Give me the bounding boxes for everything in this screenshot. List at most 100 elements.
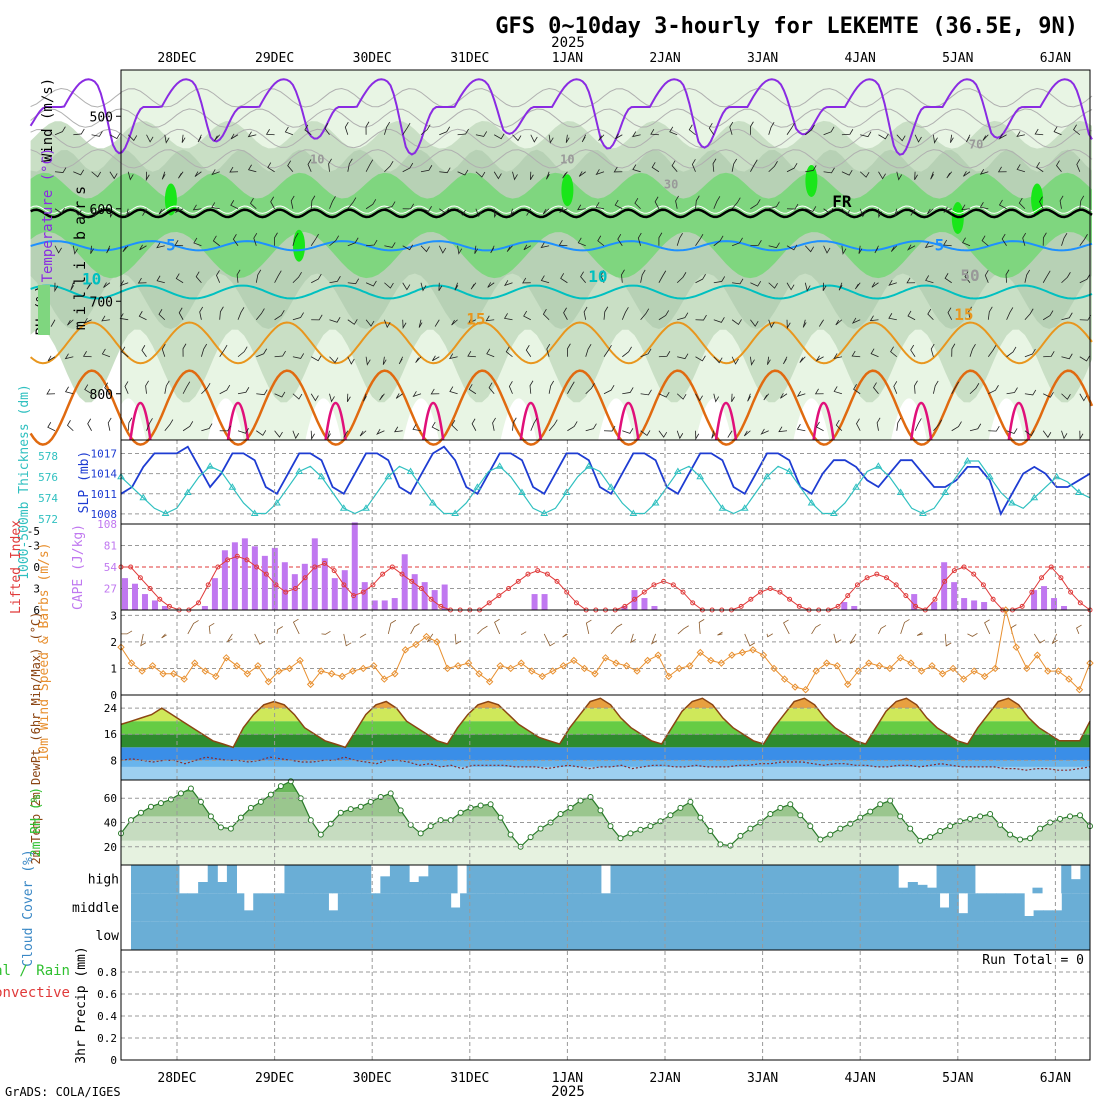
- cape-bar: [851, 606, 858, 610]
- cloud-low-bar: [668, 921, 679, 950]
- wind-barb: [327, 430, 331, 439]
- rh-marker: [1037, 825, 1044, 832]
- wind-barb: [454, 282, 459, 291]
- wind-barb: [951, 421, 962, 432]
- cloud-low-bar: [533, 921, 544, 950]
- cloud-middle-bar: [1061, 893, 1072, 922]
- rh-marker: [1077, 812, 1084, 819]
- wind-barb: [256, 348, 268, 358]
- wind-barb: [415, 356, 422, 363]
- wind-barb: [981, 235, 989, 247]
- top-day-label: 30DEC: [353, 51, 392, 66]
- cloud-middle-bar: [413, 893, 423, 922]
- wind-barb: [634, 197, 641, 210]
- cloud-middle-bar: [272, 893, 282, 922]
- thickness-tick-label: 578: [38, 450, 58, 463]
- cloud-high-bar: [773, 865, 784, 894]
- lifted-marker: [157, 596, 163, 602]
- wind-barb: [475, 171, 486, 178]
- temp-line: [120, 697, 1091, 749]
- cloud-low-bar: [409, 921, 420, 950]
- wind-barb: [365, 319, 375, 327]
- rh-marker: [277, 783, 284, 790]
- cloud-high-bar: [1080, 865, 1091, 894]
- cloud-middle-bar: [422, 893, 433, 922]
- cape-tick-label: 108: [97, 518, 117, 531]
- cloud-high-bar: [706, 865, 717, 894]
- rh-marker: [977, 813, 984, 820]
- wind-speed-marker: [349, 667, 357, 675]
- cloud-middle-bar: [347, 893, 358, 922]
- wind-barb: [54, 167, 67, 173]
- cloud-low-bar: [131, 921, 142, 950]
- cloud-middle-bar: [873, 893, 884, 922]
- wind-barb: [851, 350, 861, 358]
- wind-barb: [307, 159, 312, 172]
- lifted-marker: [854, 582, 860, 588]
- cloud-middle-bar: [507, 893, 517, 922]
- lifted-marker: [321, 560, 327, 566]
- cape-bar: [381, 600, 388, 610]
- cloud-high-bar: [485, 865, 496, 894]
- thickness-marker: [740, 504, 749, 511]
- lifted-marker: [777, 589, 783, 595]
- cloud-low-bar: [610, 921, 621, 950]
- cape-bar: [331, 578, 338, 610]
- wind-barb: [237, 428, 249, 434]
- cloud-low-bar: [351, 921, 362, 950]
- wind-barb: [962, 237, 971, 247]
- wind-barb: [560, 273, 568, 284]
- lifted-marker: [244, 557, 250, 563]
- rh-marker: [917, 837, 924, 844]
- cloud-high-bar: [572, 865, 583, 894]
- wind-barb: [987, 306, 993, 320]
- wind-barb: [540, 242, 550, 249]
- wind-speed-marker: [707, 656, 715, 665]
- wind-barb: [485, 315, 495, 322]
- wind-10m-barb: [254, 633, 265, 645]
- cape-bar: [951, 582, 958, 610]
- wind-barb: [1061, 272, 1071, 284]
- contour-label: 10: [560, 152, 574, 166]
- wind-barb: [676, 430, 684, 440]
- wind-10m-barb: [878, 625, 887, 635]
- wind-speed-marker: [391, 670, 399, 678]
- cloud-low-bar: [457, 921, 468, 950]
- wind-barb: [486, 348, 495, 358]
- lifted-marker: [263, 571, 269, 577]
- cape-bar: [291, 574, 298, 610]
- wind-barb: [658, 391, 670, 398]
- cloud-high-bar: [936, 865, 947, 894]
- cloud-low-bar: [658, 921, 669, 950]
- wind-speed-marker: [538, 672, 547, 681]
- wind-barb: [658, 310, 670, 321]
- wind-barb: [969, 423, 982, 432]
- cloud-high-bar: [524, 865, 535, 894]
- wind-speed-marker: [759, 651, 768, 659]
- rh2m-ylabel: 2m RH (%): [29, 787, 44, 857]
- wind-barb: [90, 245, 94, 254]
- rh-marker: [417, 830, 424, 837]
- cloud-low-bar: [840, 921, 851, 950]
- wind-10m-barb: [1076, 624, 1082, 635]
- rh-marker: [867, 808, 874, 815]
- cloud-middle-bar: [704, 893, 715, 922]
- cloud-low-bar: [399, 921, 410, 950]
- legend-wind: Wind (m/s): [40, 78, 56, 162]
- wind-barb: [622, 387, 634, 395]
- wind-barb: [492, 417, 496, 431]
- rh-marker: [1067, 813, 1074, 820]
- cape-bar: [122, 578, 128, 610]
- rh-marker: [797, 812, 804, 819]
- rh-marker: [587, 794, 594, 800]
- wind-barb: [292, 312, 304, 321]
- wind-barb: [841, 129, 854, 136]
- cloud-middle-bar: [826, 893, 837, 922]
- wind-barb: [91, 171, 102, 178]
- cloud-low-bar: [1080, 921, 1091, 950]
- wind-barb: [874, 245, 879, 254]
- wind-barb: [267, 162, 275, 173]
- rh-mask: [121, 780, 1090, 847]
- cloud-low-bar: [1042, 921, 1053, 950]
- wind-barb: [640, 389, 652, 396]
